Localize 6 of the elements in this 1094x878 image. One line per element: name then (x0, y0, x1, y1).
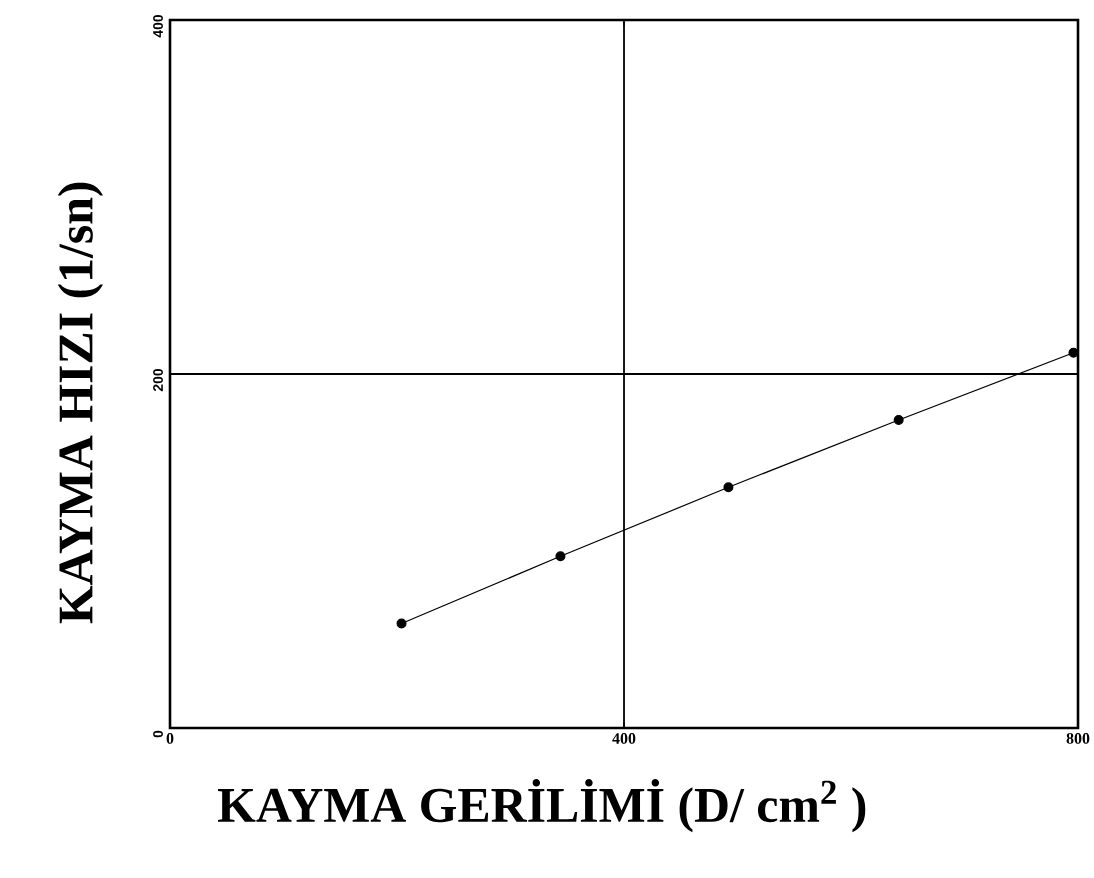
point (723, 482, 734, 493)
x-axis-title: KAYMA GERİLİMİ (D/ cm$^{2}$ ) (217, 779, 866, 833)
point (396, 618, 407, 629)
point (555, 551, 566, 562)
y-axis-title: KAYMA HIZI (1/sn) (57, 182, 103, 624)
point (893, 415, 904, 426)
